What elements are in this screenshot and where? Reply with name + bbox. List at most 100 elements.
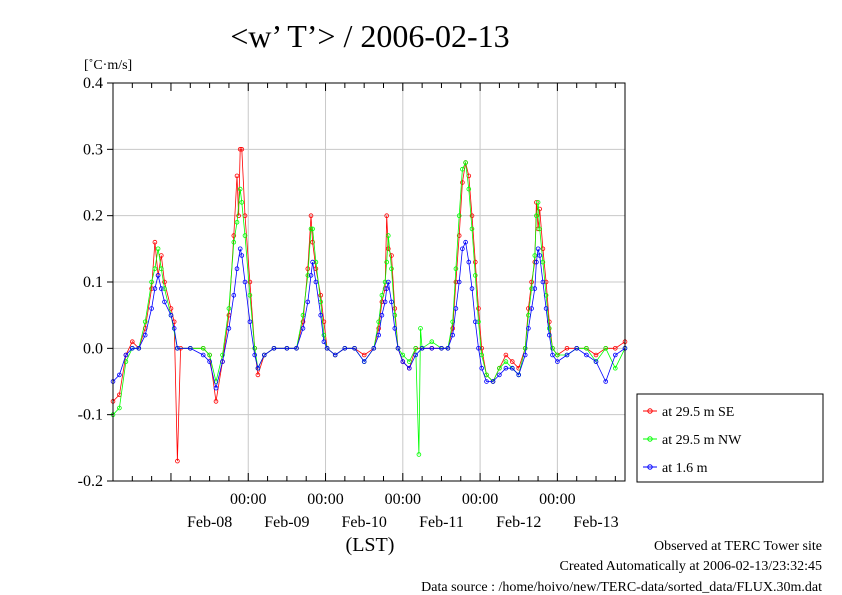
data-point	[546, 332, 552, 338]
data-point	[308, 273, 314, 278]
data-point	[543, 279, 549, 285]
data-point	[379, 299, 385, 305]
data-point	[509, 365, 515, 371]
footer-source: Data source : /home/hoivo/new/TERC-data/…	[421, 580, 822, 595]
data-point	[463, 160, 468, 165]
data-point	[429, 339, 435, 345]
data-point	[534, 259, 539, 265]
data-point	[456, 279, 462, 285]
data-point	[385, 279, 391, 285]
data-point	[439, 345, 444, 351]
data-point	[376, 326, 382, 331]
y-tick-label: 0.4	[83, 75, 103, 92]
y-tick-label: 0.2	[83, 208, 103, 225]
data-point	[503, 359, 509, 364]
data-point	[284, 345, 290, 351]
data-point	[503, 352, 509, 358]
data-point	[207, 352, 212, 358]
data-point	[300, 326, 306, 331]
data-point	[382, 299, 388, 305]
data-point	[152, 239, 158, 245]
data-point	[472, 319, 478, 325]
data-point	[529, 286, 534, 291]
data-point	[522, 352, 528, 358]
data-point	[550, 345, 555, 351]
y-axis: 0.4 0.3 0.2 0.1 0.0 -0.1 -0.2	[78, 75, 113, 490]
data-point	[612, 352, 618, 358]
data-point	[472, 273, 478, 278]
data-point	[361, 352, 367, 358]
data-point	[472, 259, 478, 265]
data-point	[155, 246, 161, 252]
data-point	[469, 226, 475, 232]
data-point	[226, 306, 232, 311]
data-point	[236, 213, 241, 219]
data-point	[534, 213, 539, 219]
data-point	[445, 345, 451, 351]
data-point	[450, 326, 456, 331]
data-point	[555, 352, 560, 358]
y-tick-label: -0.2	[78, 473, 103, 490]
data-point	[453, 279, 459, 285]
data-point	[529, 279, 534, 285]
legend-swatch-marker	[647, 464, 653, 470]
data-point	[200, 345, 206, 351]
data-point	[149, 306, 154, 311]
data-point	[429, 345, 435, 351]
data-point	[603, 345, 608, 351]
data-point	[371, 345, 377, 351]
data-point	[294, 345, 299, 351]
legend-swatch-marker	[647, 408, 653, 414]
y-tick-label: 0.3	[83, 141, 103, 158]
data-point	[476, 345, 481, 351]
data-point	[540, 246, 546, 252]
data-point	[555, 359, 560, 364]
data-point	[532, 286, 538, 291]
data-point	[247, 292, 253, 298]
data-point	[466, 259, 472, 265]
data-point	[313, 259, 319, 265]
legend-label: at 29.5 m NW	[662, 433, 742, 448]
data-point	[503, 365, 509, 371]
data-point	[142, 319, 148, 325]
data-point	[479, 345, 485, 351]
data-point	[469, 286, 475, 291]
data-point	[400, 352, 406, 358]
data-point	[463, 239, 468, 245]
footer-site: Observed at TERC Tower site	[654, 539, 822, 554]
data-point	[213, 385, 219, 391]
data-point	[234, 266, 240, 272]
data-point	[252, 345, 258, 351]
data-point	[540, 259, 546, 265]
data-point	[466, 186, 472, 192]
data-point	[171, 326, 177, 331]
data-point	[188, 345, 193, 351]
data-point	[537, 226, 542, 232]
legend-item: at 29.5 m SE	[643, 405, 734, 420]
data-point	[305, 273, 311, 278]
data-point	[540, 279, 546, 285]
data-point	[234, 220, 240, 225]
data-point	[537, 206, 542, 212]
legend-swatch-marker	[647, 436, 653, 442]
data-point	[532, 253, 538, 258]
data-point	[490, 379, 496, 384]
data-point	[155, 273, 161, 278]
data-point	[379, 292, 385, 298]
data-point	[413, 352, 419, 358]
data-point	[476, 306, 481, 311]
x-tick-label: 00:00	[307, 491, 343, 508]
data-point	[242, 279, 248, 285]
data-point	[207, 359, 212, 364]
data-point	[389, 266, 394, 272]
data-point	[237, 246, 243, 252]
data-point	[384, 286, 390, 291]
data-point	[136, 345, 142, 351]
data-point	[603, 379, 608, 384]
data-point	[321, 319, 327, 325]
data-point	[460, 166, 465, 172]
data-point	[352, 345, 357, 351]
data-point	[305, 299, 311, 305]
data-point	[220, 352, 225, 358]
